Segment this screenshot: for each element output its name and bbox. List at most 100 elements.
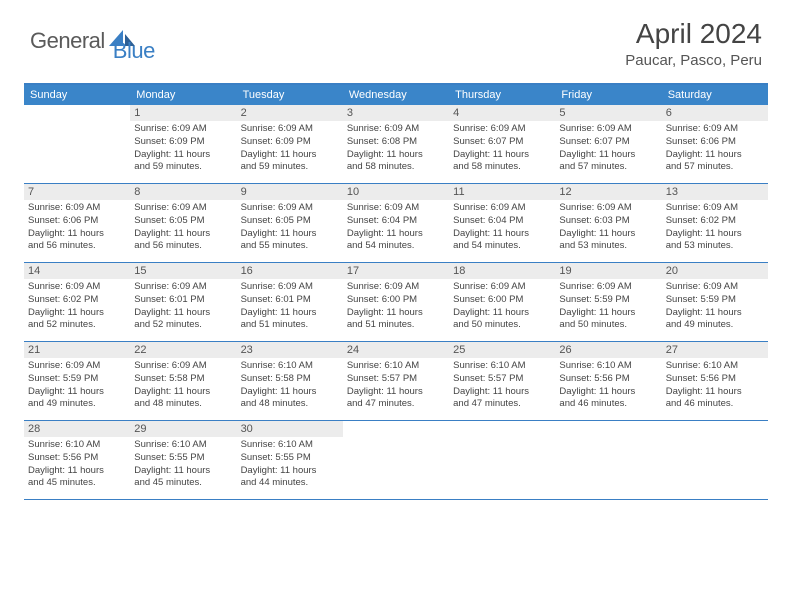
day-cell xyxy=(24,105,130,183)
day-cell: 20Sunrise: 6:09 AMSunset: 5:59 PMDayligh… xyxy=(662,263,768,341)
day-number-empty xyxy=(343,421,449,437)
day-cell xyxy=(662,421,768,499)
day-info: Sunrise: 6:09 AMSunset: 6:05 PMDaylight:… xyxy=(134,202,232,253)
day-info: Sunrise: 6:09 AMSunset: 5:59 PMDaylight:… xyxy=(559,281,657,332)
day-cell: 13 Sunrise: 6:09 AMSunset: 6:02 PMDayligh… xyxy=(662,184,768,262)
weekday-header: Saturday xyxy=(662,85,768,105)
day-info: Sunrise: 6:09 AMSunset: 6:07 PMDaylight:… xyxy=(453,123,551,174)
weekday-header: Wednesday xyxy=(343,85,449,105)
month-title: April 2024 xyxy=(625,18,762,50)
day-cell: 1 Sunrise: 6:09 AMSunset: 6:09 PMDaylight… xyxy=(130,105,236,183)
day-number: 16 xyxy=(237,263,343,279)
day-number-empty xyxy=(662,421,768,437)
week-row: 28 Sunrise: 6:10 AMSunset: 5:56 PMDayligh… xyxy=(24,421,768,500)
day-number: 5 xyxy=(555,105,661,121)
day-number: 22 xyxy=(130,342,236,358)
day-number: 15 xyxy=(130,263,236,279)
day-number: 13 xyxy=(662,184,768,200)
day-cell: 12 Sunrise: 6:09 AMSunset: 6:03 PMDayligh… xyxy=(555,184,661,262)
day-number: 21 xyxy=(24,342,130,358)
weekday-header: Thursday xyxy=(449,85,555,105)
day-info: Sunrise: 6:10 AMSunset: 5:55 PMDaylight:… xyxy=(241,439,339,490)
day-cell: 25Sunrise: 6:10 AMSunset: 5:57 PMDayligh… xyxy=(449,342,555,420)
day-number: 4 xyxy=(449,105,555,121)
day-cell: 28 Sunrise: 6:10 AMSunset: 5:56 PMDayligh… xyxy=(24,421,130,499)
location: Paucar, Pasco, Peru xyxy=(625,52,762,69)
week-row: 14 Sunrise: 6:09 AMSunset: 6:02 PMDayligh… xyxy=(24,263,768,342)
day-number: 27 xyxy=(662,342,768,358)
day-number: 6 xyxy=(662,105,768,121)
day-cell: 9Sunrise: 6:09 AMSunset: 6:05 PMDaylight… xyxy=(237,184,343,262)
day-cell: 18 Sunrise: 6:09 AMSunset: 6:00 PMDayligh… xyxy=(449,263,555,341)
logo: General Blue xyxy=(30,18,155,64)
day-number: 14 xyxy=(24,263,130,279)
day-number: 9 xyxy=(237,184,343,200)
day-cell: 7Sunrise: 6:09 AMSunset: 6:06 PMDaylight… xyxy=(24,184,130,262)
day-info: Sunrise: 6:10 AMSunset: 5:57 PMDaylight:… xyxy=(453,360,551,411)
day-number: 10 xyxy=(343,184,449,200)
day-cell: 24 Sunrise: 6:10 AMSunset: 5:57 PMDayligh… xyxy=(343,342,449,420)
day-info: Sunrise: 6:09 AMSunset: 6:03 PMDaylight:… xyxy=(559,202,657,253)
day-info: Sunrise: 6:09 AMSunset: 5:59 PMDaylight:… xyxy=(28,360,126,411)
weekday-header: Friday xyxy=(555,85,661,105)
day-info: Sunrise: 6:10 AMSunset: 5:56 PMDaylight:… xyxy=(28,439,126,490)
day-info: Sunrise: 6:10 AMSunset: 5:57 PMDaylight:… xyxy=(347,360,445,411)
day-info: Sunrise: 6:09 AMSunset: 6:07 PMDaylight:… xyxy=(559,123,657,174)
day-number-empty xyxy=(555,421,661,437)
day-cell: 30Sunrise: 6:10 AMSunset: 5:55 PMDayligh… xyxy=(237,421,343,499)
day-cell: 16 Sunrise: 6:09 AMSunset: 6:01 PMDayligh… xyxy=(237,263,343,341)
day-number-empty xyxy=(449,421,555,437)
day-cell: 11 Sunrise: 6:09 AMSunset: 6:04 PMDayligh… xyxy=(449,184,555,262)
day-cell: 26Sunrise: 6:10 AMSunset: 5:56 PMDayligh… xyxy=(555,342,661,420)
day-number: 17 xyxy=(343,263,449,279)
day-info: Sunrise: 6:09 AMSunset: 5:58 PMDaylight:… xyxy=(134,360,232,411)
day-info: Sunrise: 6:09 AMSunset: 6:02 PMDaylight:… xyxy=(666,202,764,253)
day-info: Sunrise: 6:09 AMSunset: 6:09 PMDaylight:… xyxy=(134,123,232,174)
day-cell: 22 Sunrise: 6:09 AMSunset: 5:58 PMDayligh… xyxy=(130,342,236,420)
week-row: 1 Sunrise: 6:09 AMSunset: 6:09 PMDaylight… xyxy=(24,105,768,184)
day-cell: 5 Sunrise: 6:09 AMSunset: 6:07 PMDaylight… xyxy=(555,105,661,183)
day-info: Sunrise: 6:09 AMSunset: 6:09 PMDaylight:… xyxy=(241,123,339,174)
day-info: Sunrise: 6:10 AMSunset: 5:56 PMDaylight:… xyxy=(559,360,657,411)
day-cell: 15 Sunrise: 6:09 AMSunset: 6:01 PMDayligh… xyxy=(130,263,236,341)
day-cell: 2 Sunrise: 6:09 AMSunset: 6:09 PMDaylight… xyxy=(237,105,343,183)
day-cell: 10 Sunrise: 6:09 AMSunset: 6:04 PMDayligh… xyxy=(343,184,449,262)
day-number: 19 xyxy=(555,263,661,279)
day-cell: 4 Sunrise: 6:09 AMSunset: 6:07 PMDaylight… xyxy=(449,105,555,183)
day-cell: 6Sunrise: 6:09 AMSunset: 6:06 PMDaylight… xyxy=(662,105,768,183)
day-cell: 23Sunrise: 6:10 AMSunset: 5:58 PMDayligh… xyxy=(237,342,343,420)
day-number: 24 xyxy=(343,342,449,358)
day-cell xyxy=(343,421,449,499)
day-number: 2 xyxy=(237,105,343,121)
day-number: 1 xyxy=(130,105,236,121)
day-info: Sunrise: 6:09 AMSunset: 6:04 PMDaylight:… xyxy=(347,202,445,253)
week-row: 21 Sunrise: 6:09 AMSunset: 5:59 PMDayligh… xyxy=(24,342,768,421)
day-number: 11 xyxy=(449,184,555,200)
day-cell: 17Sunrise: 6:09 AMSunset: 6:00 PMDayligh… xyxy=(343,263,449,341)
day-cell: 14 Sunrise: 6:09 AMSunset: 6:02 PMDayligh… xyxy=(24,263,130,341)
title-block: April 2024 Paucar, Pasco, Peru xyxy=(625,18,762,69)
day-info: Sunrise: 6:09 AMSunset: 6:00 PMDaylight:… xyxy=(453,281,551,332)
day-info: Sunrise: 6:10 AMSunset: 5:55 PMDaylight:… xyxy=(134,439,232,490)
day-info: Sunrise: 6:09 AMSunset: 6:04 PMDaylight:… xyxy=(453,202,551,253)
weekday-header: Monday xyxy=(130,85,236,105)
day-number: 12 xyxy=(555,184,661,200)
weekday-header: Tuesday xyxy=(237,85,343,105)
day-info: Sunrise: 6:10 AMSunset: 5:56 PMDaylight:… xyxy=(666,360,764,411)
day-cell: 3Sunrise: 6:09 AMSunset: 6:08 PMDaylight… xyxy=(343,105,449,183)
day-info: Sunrise: 6:09 AMSunset: 6:01 PMDaylight:… xyxy=(241,281,339,332)
logo-text-general: General xyxy=(30,28,105,54)
day-number: 29 xyxy=(130,421,236,437)
day-number: 3 xyxy=(343,105,449,121)
day-info: Sunrise: 6:10 AMSunset: 5:58 PMDaylight:… xyxy=(241,360,339,411)
day-cell: 8 Sunrise: 6:09 AMSunset: 6:05 PMDaylight… xyxy=(130,184,236,262)
week-row: 7Sunrise: 6:09 AMSunset: 6:06 PMDaylight… xyxy=(24,184,768,263)
day-info: Sunrise: 6:09 AMSunset: 5:59 PMDaylight:… xyxy=(666,281,764,332)
logo-text-blue: Blue xyxy=(113,38,155,64)
day-number: 18 xyxy=(449,263,555,279)
day-info: Sunrise: 6:09 AMSunset: 6:06 PMDaylight:… xyxy=(28,202,126,253)
day-number: 28 xyxy=(24,421,130,437)
day-info: Sunrise: 6:09 AMSunset: 6:02 PMDaylight:… xyxy=(28,281,126,332)
day-info: Sunrise: 6:09 AMSunset: 6:01 PMDaylight:… xyxy=(134,281,232,332)
day-number: 8 xyxy=(130,184,236,200)
